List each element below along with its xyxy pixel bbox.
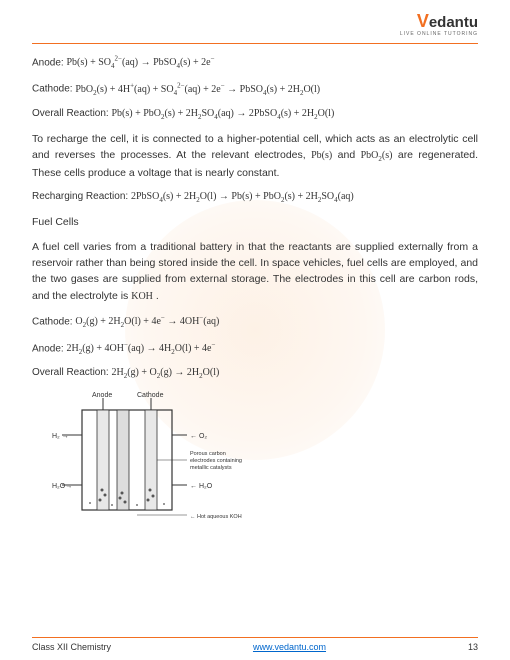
anode-equation: Anode: Pb(s) + SO42−(aq) → PbSO4(s) + 2e… <box>32 54 478 71</box>
para2-koh: KOH <box>131 291 153 302</box>
fuel-cell-diagram: Anode Cathode H₂ → ← O₂ H₂O→ ← H₂O Porou… <box>52 390 252 530</box>
para2-a: A fuel cell varies from a traditional ba… <box>32 241 478 302</box>
svg-text:H₂O→: H₂O→ <box>52 483 72 490</box>
brand-tagline: LIVE ONLINE TUTORING <box>32 31 478 37</box>
svg-text:← Hot aqueous KOH: ← Hot aqueous KOH <box>190 514 242 520</box>
para2-b: . <box>153 290 159 302</box>
svg-text:Porous carbon: Porous carbon <box>190 451 226 457</box>
anode-formula: Pb(s) + SO42−(aq) → PbSO4(s) + 2e− <box>66 57 214 68</box>
overall-equation: Overall Reaction: Pb(s) + PbO2(s) + 2H2S… <box>32 107 478 122</box>
brand-rest: edantu <box>429 14 478 31</box>
fuel-overall-equation: Overall Reaction: 2H2(g) + O2(g) → 2H2O(… <box>32 366 478 381</box>
para1-pbo2: PbO2(s) <box>361 150 393 161</box>
cathode-equation: Cathode: PbO2(s) + 4H+(aq) + SO42−(aq) +… <box>32 80 478 97</box>
fuel-anode-equation: Anode: 2H2(g) + 4OH−(aq) → 4H2O(l) + 4e− <box>32 340 478 357</box>
recharge-equation: Recharging Reaction: 2PbSO4(s) + 2H2O(l)… <box>32 190 478 205</box>
fuel-overall-formula: 2H2(g) + O2(g) → 2H2O(l) <box>111 367 219 378</box>
para1-and: and <box>332 149 360 161</box>
recharge-paragraph: To recharge the cell, it is connected to… <box>32 131 478 181</box>
header: Vedantu LIVE ONLINE TUTORING <box>32 12 478 37</box>
fuel-cathode-label: Cathode: <box>32 316 73 327</box>
header-divider <box>32 43 478 44</box>
svg-text:electrodes containing: electrodes containing <box>190 458 242 464</box>
fuel-anode-label: Anode: <box>32 343 64 354</box>
fuel-paragraph: A fuel cell varies from a traditional ba… <box>32 239 478 304</box>
content-area: Anode: Pb(s) + SO42−(aq) → PbSO4(s) + 2e… <box>32 54 478 637</box>
fuel-cathode-formula: O2(g) + 2H2O(l) + 4e− → 4OH−(aq) <box>75 316 219 327</box>
brand-logo: Vedantu <box>32 12 478 30</box>
svg-text:H₂ →: H₂ → <box>52 433 69 440</box>
svg-text:← H₂O: ← H₂O <box>190 483 213 490</box>
recharge-label: Recharging Reaction: <box>32 191 128 202</box>
brand-v: V <box>417 11 429 31</box>
svg-text:metallic catalysts: metallic catalysts <box>190 465 232 471</box>
footer-page: 13 <box>468 642 478 652</box>
overall-label: Overall Reaction: <box>32 108 109 119</box>
svg-text:← O₂: ← O₂ <box>190 433 207 440</box>
fuel-cathode-equation: Cathode: O2(g) + 2H2O(l) + 4e− → 4OH−(aq… <box>32 313 478 330</box>
svg-text:Cathode: Cathode <box>137 392 164 399</box>
page-container: Vedantu LIVE ONLINE TUTORING Anode: Pb(s… <box>0 0 510 660</box>
cathode-formula: PbO2(s) + 4H+(aq) + SO42−(aq) + 2e− → Pb… <box>75 84 320 95</box>
fuel-cells-title: Fuel Cells <box>32 215 478 230</box>
para1-pb: Pb(s) <box>311 150 332 161</box>
svg-text:Anode: Anode <box>92 392 112 399</box>
fuel-overall-label: Overall Reaction: <box>32 367 109 378</box>
footer-left: Class XII Chemistry <box>32 642 111 652</box>
recharge-formula: 2PbSO4(s) + 2H2O(l) → Pb(s) + PbO2(s) + … <box>131 191 354 202</box>
anode-label: Anode: <box>32 57 64 68</box>
footer-link[interactable]: www.vedantu.com <box>253 642 326 652</box>
footer: Class XII Chemistry www.vedantu.com 13 <box>32 637 478 652</box>
overall-formula: Pb(s) + PbO2(s) + 2H2SO4(aq) → 2PbSO4(s)… <box>111 108 334 119</box>
cathode-label: Cathode: <box>32 84 73 95</box>
fuel-anode-formula: 2H2(g) + 4OH−(aq) → 4H2O(l) + 4e− <box>66 343 215 354</box>
